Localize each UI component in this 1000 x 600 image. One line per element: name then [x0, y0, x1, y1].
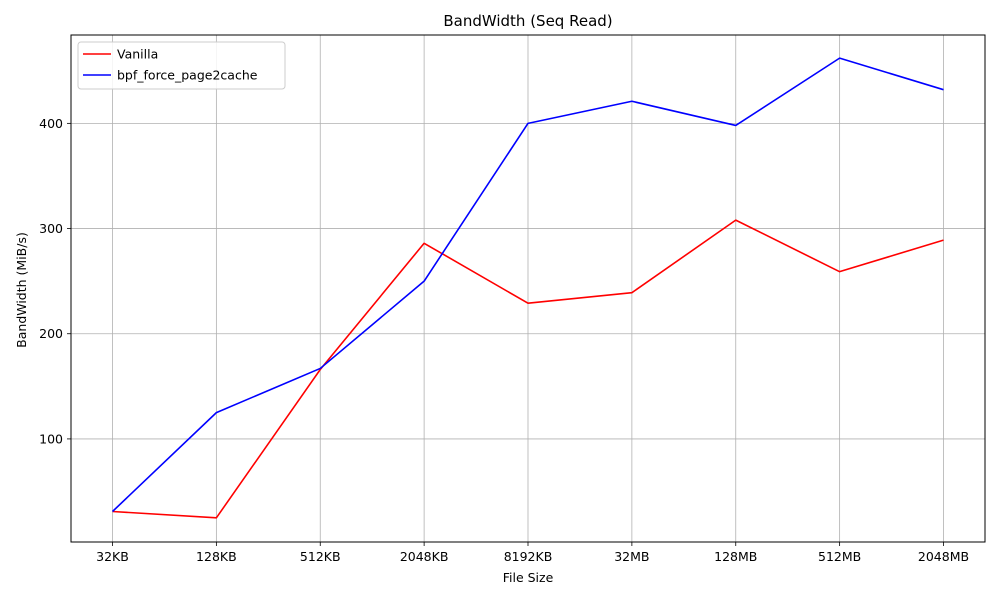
legend: Vanilla bpf_force_page2cache: [77, 41, 286, 90]
series-layer: [111, 57, 944, 519]
x-tick-label: 32MB: [614, 549, 649, 564]
x-axis-label: File Size: [503, 570, 554, 585]
y-tick-label: 100: [39, 431, 63, 446]
x-tick-label: 2048MB: [918, 549, 969, 564]
legend-box: [77, 41, 286, 90]
x-tick-label: 2048KB: [400, 549, 449, 564]
legend-label: Vanilla: [117, 47, 158, 62]
series-line-2: [111, 57, 944, 513]
x-tick-label: 128KB: [196, 549, 237, 564]
x-tick-label: 32KB: [96, 549, 129, 564]
x-tick-label: 512MB: [818, 549, 861, 564]
y-tick-label: 300: [39, 221, 63, 236]
x-tick-label: 8192KB: [504, 549, 553, 564]
x-axis-ticks: 32KB 128KB 512KB 2048KB 8192KB 32MB 128MB 512MB…: [96, 542, 969, 564]
y-axis-ticks: 100 200 300 400: [39, 116, 71, 446]
x-tick-label: 512KB: [300, 549, 341, 564]
legend-label: bpf_force_page2cache: [117, 68, 258, 83]
x-tick-label: 128MB: [714, 549, 757, 564]
y-tick-label: 400: [39, 116, 63, 131]
y-axis-label: BandWidth (MiB/s): [14, 232, 29, 348]
series-line-1: [112, 219, 944, 519]
y-tick-label: 200: [39, 326, 63, 341]
chart-title: BandWidth (Seq Read): [443, 12, 612, 30]
